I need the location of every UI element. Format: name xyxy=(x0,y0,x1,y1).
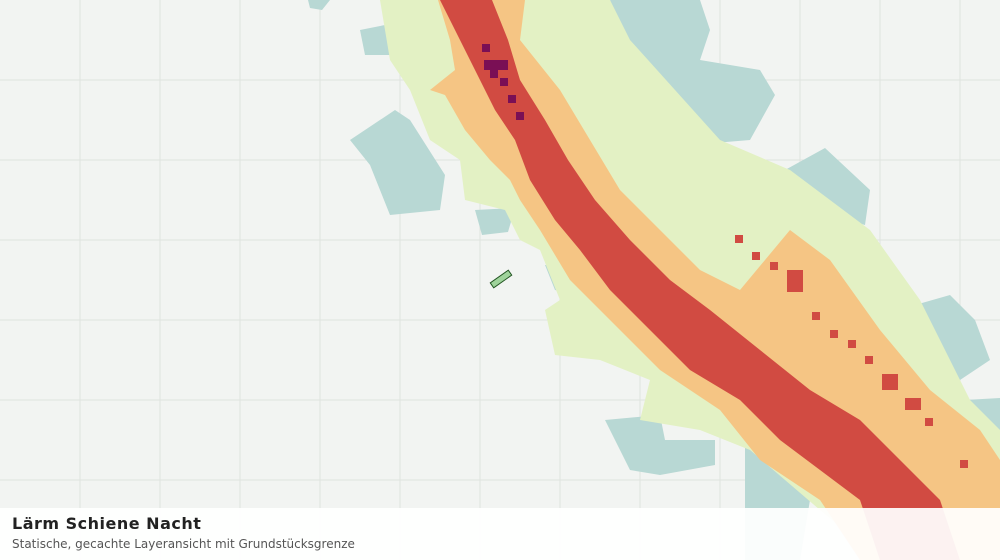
peak-noise xyxy=(482,44,524,120)
layer-subtitle: Statische, gecachte Layeransicht mit Gru… xyxy=(12,537,355,551)
noise-zone-3 xyxy=(440,0,960,560)
parcel-boundary xyxy=(489,269,513,289)
layer-title: Lärm Schiene Nacht xyxy=(12,514,202,533)
legend-panel: Lärm Schiene Nacht Statische, gecachte L… xyxy=(0,508,1000,560)
noise-spots xyxy=(735,235,968,468)
